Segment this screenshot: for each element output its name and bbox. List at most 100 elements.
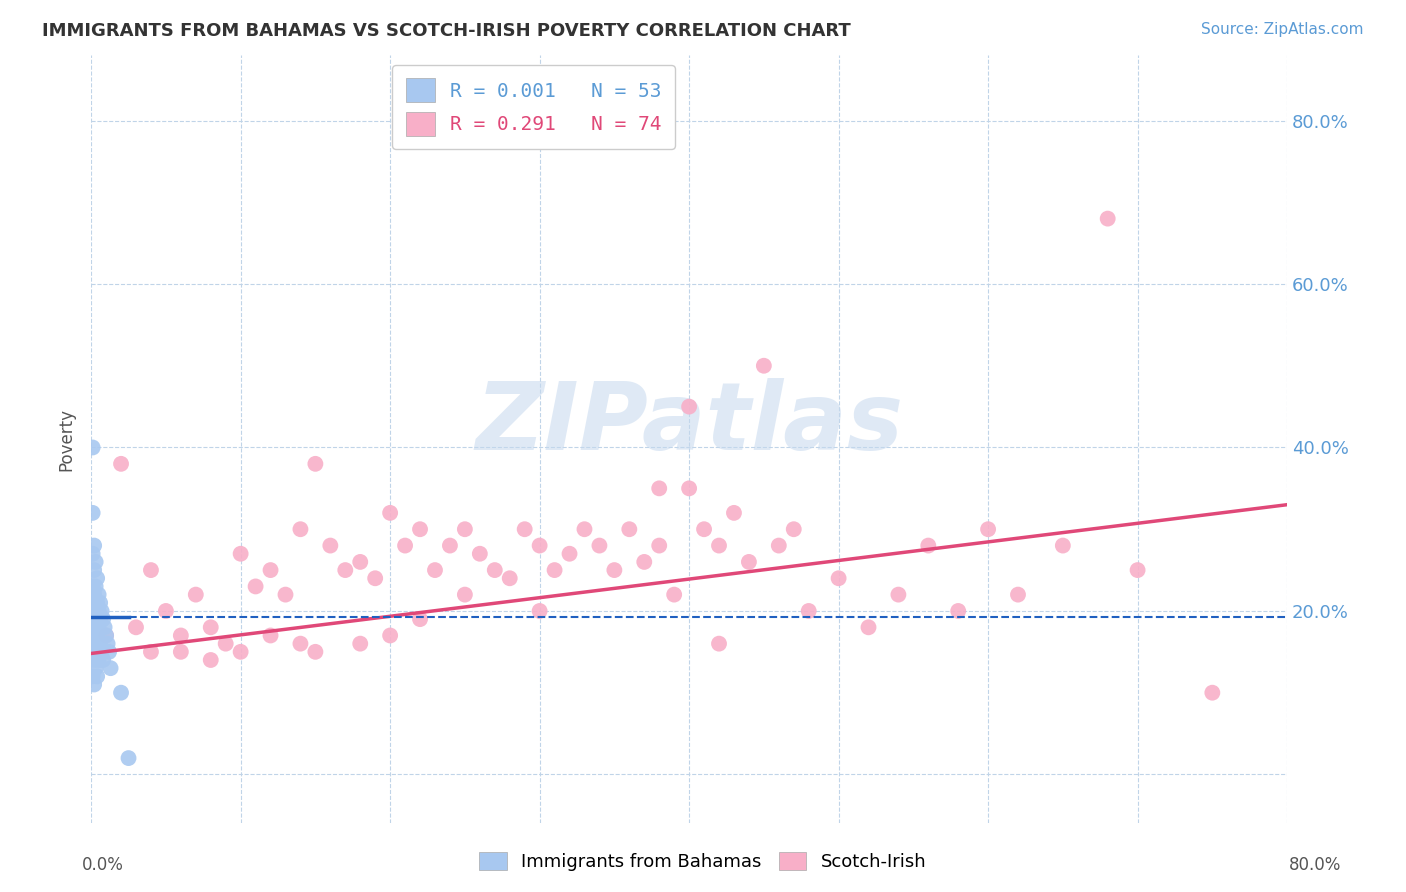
Point — [84, 645, 107, 659]
Point — [86, 571, 108, 585]
Point — [662, 588, 685, 602]
Point — [170, 628, 193, 642]
Point — [543, 563, 565, 577]
Point — [319, 539, 342, 553]
Point — [454, 588, 477, 602]
Y-axis label: Poverty: Poverty — [58, 408, 75, 471]
Point — [87, 653, 110, 667]
Point — [97, 637, 120, 651]
Point — [89, 637, 111, 651]
Point — [87, 588, 110, 602]
Point — [82, 620, 104, 634]
Point — [82, 441, 104, 455]
Point — [94, 628, 117, 642]
Text: 80.0%: 80.0% — [1288, 855, 1341, 873]
Point — [619, 522, 641, 536]
Point — [423, 563, 446, 577]
Point — [783, 522, 806, 536]
Point — [977, 522, 1000, 536]
Point — [394, 539, 416, 553]
Point — [678, 400, 700, 414]
Point — [82, 579, 104, 593]
Point — [1201, 686, 1223, 700]
Point — [948, 604, 970, 618]
Point — [86, 645, 108, 659]
Point — [259, 628, 281, 642]
Legend: R = 0.001   N = 53, R = 0.291   N = 74: R = 0.001 N = 53, R = 0.291 N = 74 — [392, 65, 675, 149]
Point — [290, 637, 312, 651]
Point — [84, 579, 107, 593]
Point — [84, 628, 107, 642]
Point — [82, 604, 104, 618]
Point — [1097, 211, 1119, 226]
Point — [83, 628, 105, 642]
Point — [83, 620, 105, 634]
Point — [82, 669, 104, 683]
Point — [378, 628, 401, 642]
Point — [484, 563, 506, 577]
Point — [768, 539, 790, 553]
Point — [693, 522, 716, 536]
Point — [513, 522, 536, 536]
Point — [84, 620, 107, 634]
Point — [84, 555, 107, 569]
Point — [94, 628, 117, 642]
Point — [827, 571, 849, 585]
Point — [707, 539, 730, 553]
Point — [304, 645, 326, 659]
Point — [707, 637, 730, 651]
Point — [409, 522, 432, 536]
Point — [93, 620, 115, 634]
Point — [86, 628, 108, 642]
Point — [917, 539, 939, 553]
Point — [83, 563, 105, 577]
Point — [349, 555, 371, 569]
Point — [84, 661, 107, 675]
Text: ZIPatlas: ZIPatlas — [475, 378, 903, 470]
Point — [83, 539, 105, 553]
Point — [349, 637, 371, 651]
Point — [529, 539, 551, 553]
Point — [499, 571, 522, 585]
Point — [110, 457, 132, 471]
Point — [83, 637, 105, 651]
Point — [83, 653, 105, 667]
Point — [304, 457, 326, 471]
Point — [200, 653, 222, 667]
Point — [259, 563, 281, 577]
Point — [84, 596, 107, 610]
Point — [86, 669, 108, 683]
Point — [139, 563, 162, 577]
Point — [797, 604, 820, 618]
Point — [117, 751, 139, 765]
Point — [439, 539, 461, 553]
Point — [752, 359, 775, 373]
Point — [1052, 539, 1074, 553]
Point — [648, 481, 671, 495]
Point — [574, 522, 596, 536]
Point — [82, 506, 104, 520]
Point — [91, 653, 114, 667]
Point — [558, 547, 581, 561]
Point — [125, 620, 148, 634]
Point — [648, 539, 671, 553]
Point — [1007, 588, 1029, 602]
Point — [409, 612, 432, 626]
Point — [91, 612, 114, 626]
Point — [89, 612, 111, 626]
Point — [588, 539, 610, 553]
Point — [678, 481, 700, 495]
Point — [82, 628, 104, 642]
Point — [633, 555, 655, 569]
Point — [87, 620, 110, 634]
Point — [1126, 563, 1149, 577]
Point — [82, 645, 104, 659]
Point — [229, 547, 252, 561]
Point — [858, 620, 880, 634]
Point — [83, 677, 105, 691]
Point — [89, 596, 111, 610]
Point — [454, 522, 477, 536]
Text: IMMIGRANTS FROM BAHAMAS VS SCOTCH-IRISH POVERTY CORRELATION CHART: IMMIGRANTS FROM BAHAMAS VS SCOTCH-IRISH … — [42, 22, 851, 40]
Point — [84, 612, 107, 626]
Point — [83, 612, 105, 626]
